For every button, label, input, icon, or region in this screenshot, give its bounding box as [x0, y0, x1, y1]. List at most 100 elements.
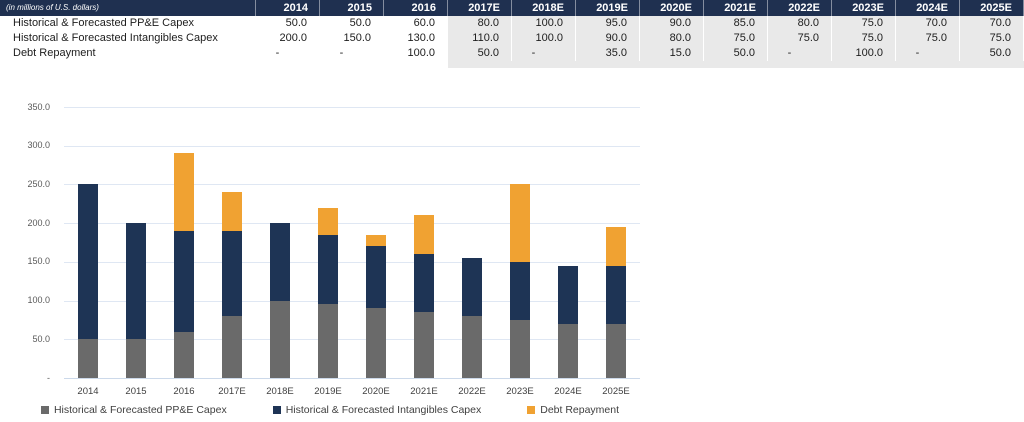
row-label: Debt Repayment — [13, 47, 96, 59]
x-axis-label: 2016 — [173, 386, 195, 397]
bar-segment — [318, 304, 338, 378]
value-cell: 75.0 — [832, 16, 896, 31]
gridline — [64, 107, 640, 108]
value-cell: 100.0 — [512, 16, 576, 31]
bar-segment — [270, 223, 290, 301]
value-cell: 50.0 — [448, 46, 512, 61]
value-cell: 110.0 — [448, 31, 512, 46]
value-cell: - — [896, 46, 960, 61]
value-cell: 75.0 — [768, 31, 832, 46]
value-cell: 95.0 — [576, 16, 640, 31]
table-spacer — [256, 61, 320, 68]
bar-segment — [222, 230, 242, 317]
legend-label: Historical & Forecasted Intangibles Cape… — [285, 404, 482, 416]
y-axis-label: 250.0 — [27, 178, 50, 189]
value-cell: 60.0 — [384, 16, 448, 31]
table-year-header: 2022E — [768, 0, 832, 16]
bar-segment — [78, 184, 98, 340]
bar-segment — [174, 153, 194, 231]
bar-segment — [174, 331, 194, 378]
row-label: Historical & Forecasted PP&E Capex — [13, 17, 194, 29]
bar-segment — [222, 192, 242, 231]
bar-segment — [78, 339, 98, 378]
value-cell: 50.0 — [320, 16, 384, 31]
value-cell: - — [512, 46, 576, 61]
table-year-header: 2016 — [384, 0, 448, 16]
value-cell: 15.0 — [640, 46, 704, 61]
bar-segment — [510, 319, 530, 378]
y-axis-label: 150.0 — [27, 256, 50, 267]
bar-segment — [462, 257, 482, 317]
bar-segment — [366, 234, 386, 247]
y-axis-label: 50.0 — [32, 333, 50, 344]
bar-segment — [606, 227, 626, 266]
bar-segment — [510, 184, 530, 262]
value-cell: 200.0 — [256, 31, 320, 46]
value-cell: 150.0 — [320, 31, 384, 46]
table-year-header: 2025E — [960, 0, 1024, 16]
bar-segment — [414, 215, 434, 255]
gridline — [64, 339, 640, 341]
legend-label: Historical & Forecasted PP&E Capex — [53, 404, 227, 416]
value-cell: 50.0 — [256, 16, 320, 31]
value-cell: 100.0 — [832, 46, 896, 61]
table-year-header: 2024E — [896, 0, 960, 16]
table-spacer — [704, 61, 768, 68]
gridline — [64, 145, 640, 147]
value-cell: 80.0 — [448, 16, 512, 31]
table-unit-label: (in millions of U.S. dollars) — [0, 0, 256, 16]
x-axis-baseline — [64, 378, 640, 379]
table-spacer — [576, 61, 640, 68]
y-axis-label: 300.0 — [27, 140, 50, 151]
value-cell: 75.0 — [960, 31, 1024, 46]
bar-segment — [558, 323, 578, 378]
table-spacer — [320, 61, 384, 68]
x-axis-label: 2022E — [458, 386, 486, 397]
row-label: Historical & Forecasted Intangibles Cape… — [13, 32, 218, 44]
value-cell: 70.0 — [896, 16, 960, 31]
gridline — [64, 300, 640, 302]
value-cell: 85.0 — [704, 16, 768, 31]
bar-segment — [366, 246, 386, 309]
x-axis-label: 2014 — [77, 386, 99, 397]
bar-segment — [462, 316, 482, 378]
table-year-header: 2015 — [320, 0, 384, 16]
bar-segment — [126, 339, 146, 378]
bar-segment — [318, 234, 338, 305]
chart-plot: - 50.0 100.0 150.0 200.0 250.0 300.0 350.0 2014 2… — [0, 88, 660, 422]
table-spacer — [896, 61, 960, 68]
x-axis-label: 2019E — [314, 386, 342, 397]
legend-item: Debt Repayment — [527, 404, 619, 416]
y-axis-label: - — [47, 372, 50, 383]
x-axis-label: 2023E — [506, 386, 534, 397]
value-cell: 70.0 — [960, 16, 1024, 31]
table-spacer — [768, 61, 832, 68]
value-cell: 90.0 — [576, 31, 640, 46]
value-cell: 75.0 — [896, 31, 960, 46]
value-cell: 100.0 — [512, 31, 576, 46]
value-cell: 90.0 — [640, 16, 704, 31]
value-cell: 100.0 — [384, 46, 448, 61]
value-cell: 130.0 — [384, 31, 448, 46]
bar-segment — [414, 254, 434, 313]
x-axis-label: 2017E — [218, 386, 246, 397]
x-axis-label: 2024E — [554, 386, 582, 397]
y-axis-label: 100.0 — [27, 295, 50, 306]
value-cell: 75.0 — [704, 31, 768, 46]
bar-segment — [222, 316, 242, 378]
legend-label: Debt Repayment — [540, 404, 620, 416]
capex-table: (in millions of U.S. dollars) 2014 2015 201… — [0, 0, 1024, 68]
bar-segment — [126, 223, 146, 340]
value-cell: 80.0 — [768, 16, 832, 31]
value-cell: 50.0 — [704, 46, 768, 61]
bar-segment — [414, 312, 434, 378]
value-cell: 80.0 — [640, 31, 704, 46]
capex-chart: - 50.0 100.0 150.0 200.0 250.0 300.0 350.0 2014 2… — [0, 88, 660, 422]
bar-segment — [606, 323, 626, 378]
x-axis-label: 2020E — [362, 386, 390, 397]
table-year-header: 2020E — [640, 0, 704, 16]
gridline — [64, 261, 640, 263]
bar-segment — [174, 230, 194, 332]
gridline — [64, 184, 640, 186]
